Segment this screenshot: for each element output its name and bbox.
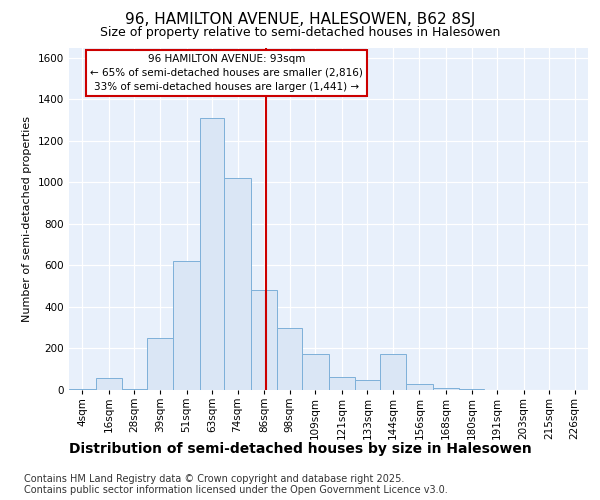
Bar (95, 378, 122, 390)
Bar (146, 338, 173, 390)
Bar (277, 328, 302, 390)
Bar (200, 118, 224, 390)
Text: Distribution of semi-detached houses by size in Halesowen: Distribution of semi-detached houses by … (68, 442, 532, 456)
Bar (380, 354, 406, 390)
Bar (406, 384, 433, 390)
Text: 96 HAMILTON AVENUE: 93sqm
← 65% of semi-detached houses are smaller (2,816)
33% : 96 HAMILTON AVENUE: 93sqm ← 65% of semi-… (90, 54, 363, 92)
Text: Contains public sector information licensed under the Open Government Licence v3: Contains public sector information licen… (24, 485, 448, 495)
Bar (224, 178, 251, 390)
Bar (251, 290, 277, 390)
Bar (173, 262, 200, 390)
Bar (355, 380, 380, 390)
Text: Contains HM Land Registry data © Crown copyright and database right 2025.: Contains HM Land Registry data © Crown c… (24, 474, 404, 484)
Y-axis label: Number of semi-detached properties: Number of semi-detached properties (22, 116, 32, 322)
Text: 96, HAMILTON AVENUE, HALESOWEN, B62 8SJ: 96, HAMILTON AVENUE, HALESOWEN, B62 8SJ (125, 12, 475, 27)
Text: Size of property relative to semi-detached houses in Halesowen: Size of property relative to semi-detach… (100, 26, 500, 39)
Bar (433, 388, 460, 390)
Bar (460, 389, 484, 390)
Bar (302, 354, 329, 390)
Bar (329, 376, 355, 390)
